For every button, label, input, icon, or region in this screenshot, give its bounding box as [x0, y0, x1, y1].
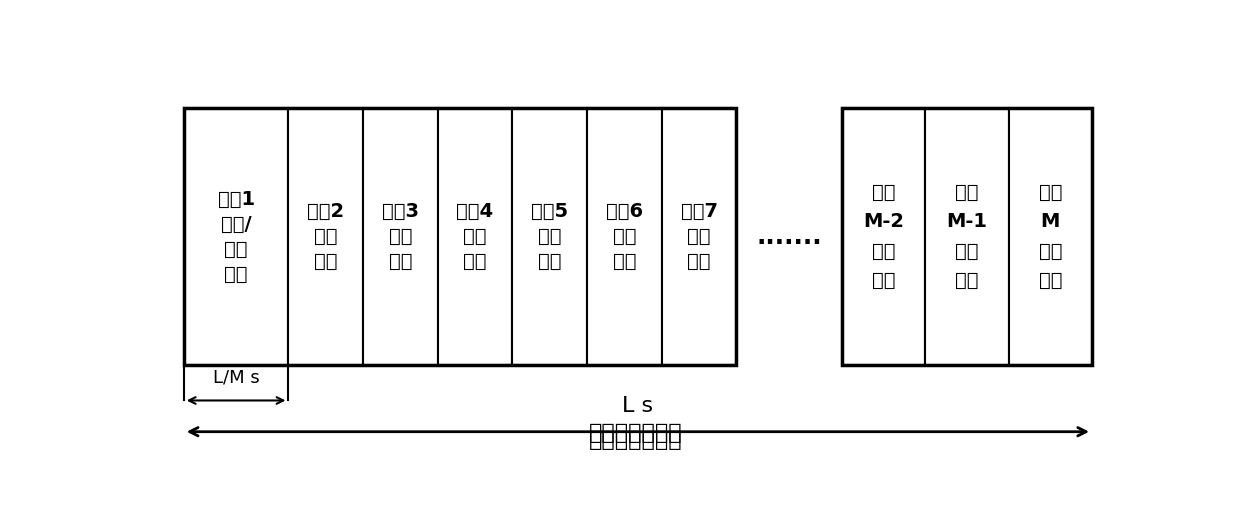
Text: .......: .......: [756, 225, 822, 248]
Bar: [512, 107, 587, 366]
Bar: [289, 107, 363, 366]
Text: M: M: [1040, 212, 1060, 231]
Bar: [438, 107, 512, 366]
Text: 时隙2
竞争
时隙: 时隙2 竞争 时隙: [308, 202, 345, 271]
Bar: [662, 107, 737, 366]
Text: 时隙1
同步/
控制
时隙: 时隙1 同步/ 控制 时隙: [217, 190, 254, 283]
Text: 时隙7
轮询
时隙: 时隙7 轮询 时隙: [681, 202, 718, 271]
Text: 时隙3
轮询
时隙: 时隙3 轮询 时隙: [382, 202, 419, 271]
Text: 系统时帧示意图: 系统时帧示意图: [589, 429, 682, 450]
Text: 时隙: 时隙: [955, 183, 978, 202]
Text: 轮询: 轮询: [955, 242, 978, 261]
Text: M-2: M-2: [863, 212, 904, 231]
Text: 时隙: 时隙: [1039, 271, 1063, 290]
Bar: [925, 107, 1008, 366]
Bar: [1008, 107, 1092, 366]
Text: 系统时帧示意图: 系统时帧示意图: [589, 423, 682, 444]
Text: 时隙: 时隙: [872, 183, 895, 202]
Bar: [363, 107, 438, 366]
Bar: [184, 107, 737, 366]
Text: L s: L s: [622, 396, 653, 416]
Text: 时隙5
竞争
时隙: 时隙5 竞争 时隙: [531, 202, 568, 271]
Bar: [842, 107, 925, 366]
Text: 时隙4
轮询
时隙: 时隙4 轮询 时隙: [456, 202, 494, 271]
Bar: [842, 107, 1092, 366]
Text: L/M s: L/M s: [213, 368, 259, 386]
Text: 轮询: 轮询: [1039, 242, 1063, 261]
Text: 时隙: 时隙: [1039, 183, 1063, 202]
Bar: [587, 107, 662, 366]
Text: 时隙: 时隙: [872, 271, 895, 290]
Bar: [184, 107, 289, 366]
Text: 时隙6
轮询
时隙: 时隙6 轮询 时隙: [606, 202, 644, 271]
Text: 竞争: 竞争: [872, 242, 895, 261]
Text: 时隙: 时隙: [955, 271, 978, 290]
Text: M-1: M-1: [946, 212, 987, 231]
